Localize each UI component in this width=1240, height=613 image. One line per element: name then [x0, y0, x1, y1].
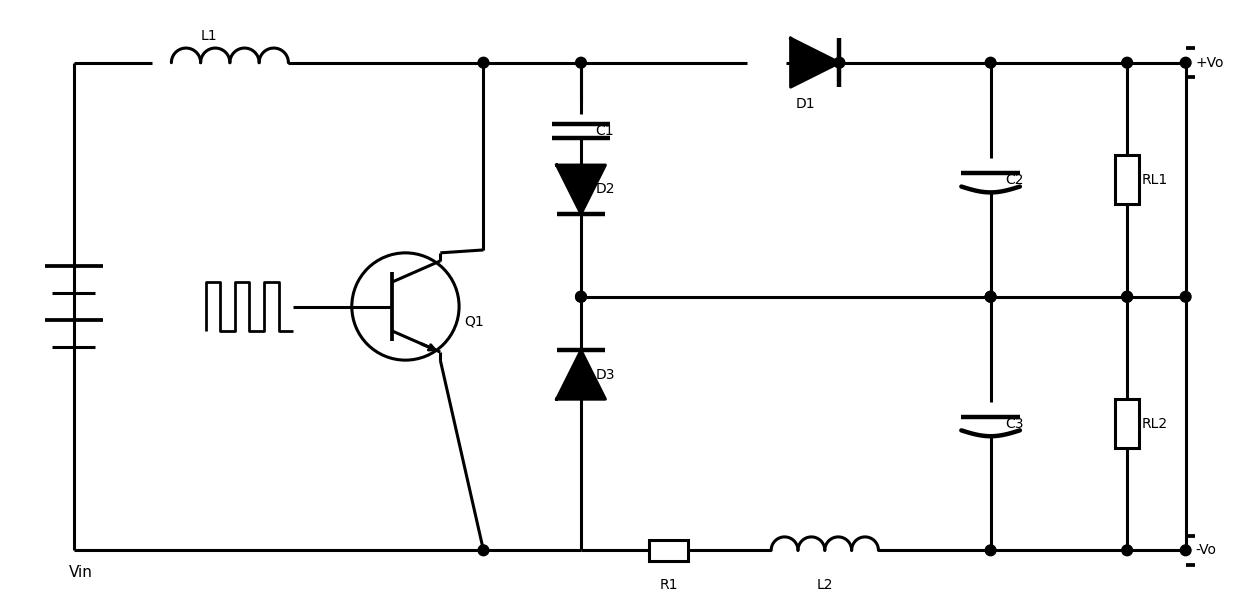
Circle shape — [479, 58, 489, 68]
Circle shape — [1180, 545, 1190, 555]
Circle shape — [575, 291, 587, 302]
Text: C3: C3 — [1006, 416, 1024, 430]
Polygon shape — [557, 351, 605, 399]
Circle shape — [1122, 545, 1132, 555]
Circle shape — [1180, 58, 1190, 68]
Circle shape — [575, 58, 587, 68]
Text: D3: D3 — [595, 368, 615, 382]
Text: -Vo: -Vo — [1195, 543, 1216, 557]
Circle shape — [1122, 291, 1132, 302]
Text: D1: D1 — [796, 97, 815, 111]
Text: R1: R1 — [660, 577, 678, 592]
Circle shape — [575, 291, 587, 302]
Polygon shape — [557, 165, 605, 214]
Bar — [1115, 155, 1140, 204]
Circle shape — [986, 291, 996, 302]
Text: RL2: RL2 — [1142, 416, 1168, 430]
Text: Q1: Q1 — [464, 314, 484, 328]
Circle shape — [986, 58, 996, 68]
Circle shape — [986, 545, 996, 555]
Circle shape — [835, 58, 844, 68]
Text: RL1: RL1 — [1142, 173, 1168, 187]
Text: +Vo: +Vo — [1195, 56, 1224, 70]
Bar — [650, 539, 688, 561]
Text: L2: L2 — [817, 577, 833, 592]
Bar — [1115, 399, 1140, 448]
Text: Vin: Vin — [69, 565, 93, 580]
Text: D2: D2 — [595, 183, 615, 197]
Circle shape — [479, 545, 489, 555]
Circle shape — [1122, 291, 1132, 302]
Text: C2: C2 — [1006, 173, 1024, 187]
Text: L1: L1 — [201, 29, 217, 43]
Circle shape — [1122, 58, 1132, 68]
Text: C1: C1 — [595, 124, 614, 138]
Circle shape — [986, 291, 996, 302]
Polygon shape — [791, 38, 839, 87]
Circle shape — [1180, 291, 1190, 302]
